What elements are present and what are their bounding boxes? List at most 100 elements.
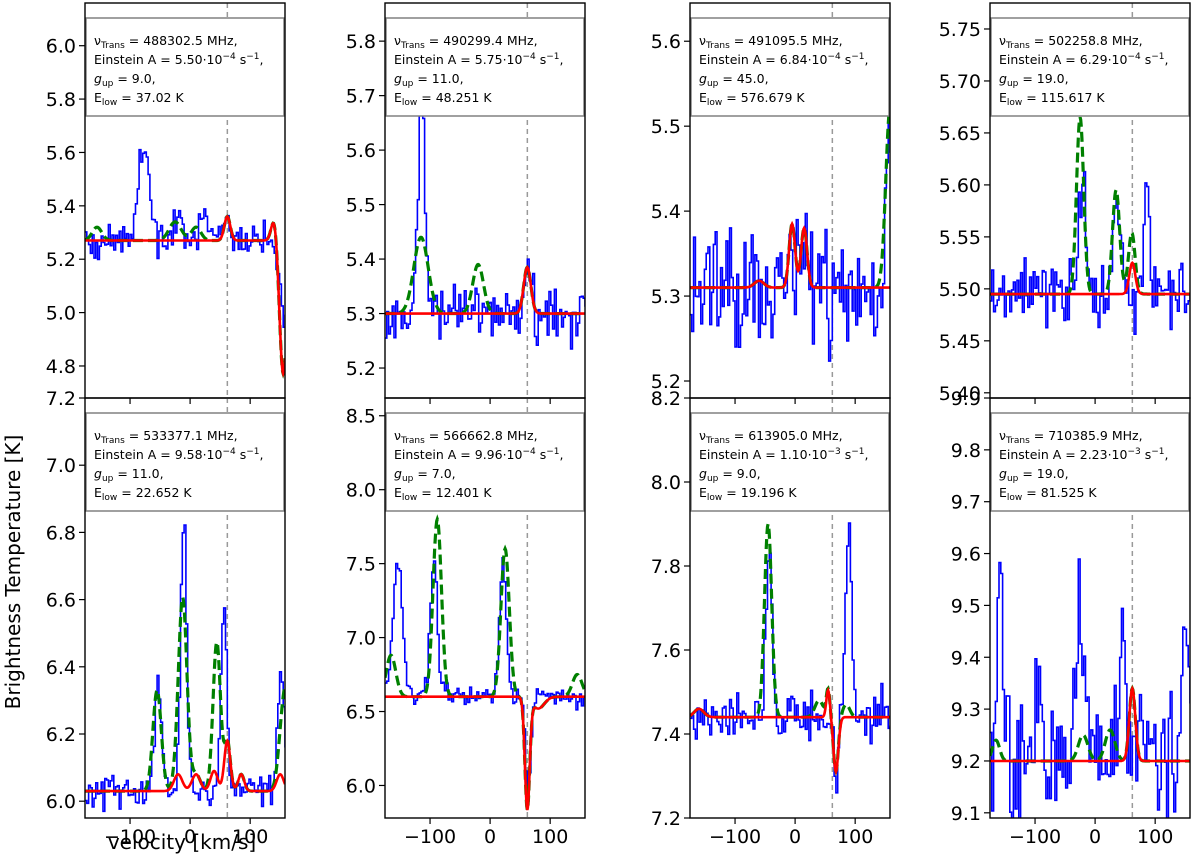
y-tick-label: 5.6 — [651, 31, 681, 53]
panel-1: νTrans​ = 488302.5 MHz,Einstein A = 5.50… — [46, 2, 286, 404]
y-tick-label: 5.60 — [939, 175, 981, 197]
y-tick-label: 5.2 — [46, 249, 76, 271]
transition-info-line: νTrans​ = 488302.5 MHz, — [94, 33, 238, 51]
y-tick-label: 5.3 — [651, 286, 681, 308]
panel-frame — [689, 397, 891, 819]
transition-info-line: Einstein A = 9.58·10−4​ s−1​, — [94, 447, 264, 462]
transition-info-line: gup​ = 11.0, — [394, 71, 464, 89]
observed-spectrum — [85, 524, 285, 813]
y-tick-label: 7.6 — [651, 640, 681, 662]
panel-5: νTrans​ = 533377.1 MHz,Einstein A = 9.58… — [46, 388, 286, 848]
observed-spectrum — [990, 558, 1190, 818]
transition-info-box — [385, 412, 585, 512]
transition-info-line: Einstein A = 5.75·10−4​ s−1​, — [394, 52, 564, 67]
x-tick-label: −100 — [709, 826, 761, 848]
x-tick-label: 0 — [484, 826, 496, 848]
y-tick-label: 5.2 — [346, 358, 376, 380]
y-tick-label: 9.8 — [951, 440, 981, 462]
transition-info-line: νTrans​ = 490299.4 MHz, — [394, 33, 538, 51]
y-tick-label: 5.55 — [939, 227, 981, 249]
full-model-curve — [690, 523, 890, 777]
y-tick-label: 9.4 — [951, 647, 981, 669]
y-tick-label: 5.4 — [46, 196, 76, 218]
transition-info-line: Elow​ = 48.251 K — [394, 90, 492, 108]
transition-info-line: Elow​ = 37.02 K — [94, 90, 184, 108]
y-tick-label: 5.5 — [346, 195, 376, 217]
y-tick-label: 5.4 — [346, 249, 376, 271]
y-tick-label: 5.3 — [346, 304, 376, 326]
y-tick-label: 5.65 — [939, 123, 981, 145]
plot-area — [85, 398, 285, 818]
transition-fit-curve — [690, 220, 890, 289]
x-tick-label: −100 — [404, 826, 456, 848]
transition-info-line: gup​ = 9.0, — [94, 71, 156, 89]
transition-info-box — [690, 412, 890, 512]
transition-fit-curve — [85, 214, 285, 378]
y-tick-label: 6.6 — [46, 590, 76, 612]
y-tick-label: 9.1 — [951, 803, 981, 825]
transition-info-line: νTrans​ = 613905.0 MHz, — [699, 428, 843, 446]
transition-info-line: gup​ = 11.0, — [94, 466, 164, 484]
y-tick-label: 5.6 — [46, 142, 76, 164]
y-tick-label: 6.2 — [46, 724, 76, 746]
y-tick-label: 5.70 — [939, 71, 981, 93]
plot-area — [385, 398, 585, 818]
transition-fit-curve — [990, 261, 1190, 296]
transition-info-line: νTrans​ = 502258.8 MHz, — [999, 33, 1143, 51]
y-tick-label: 5.40 — [939, 383, 981, 405]
transition-fit-curve — [385, 265, 585, 315]
plot-area — [690, 398, 890, 818]
panel-frame — [84, 397, 286, 819]
y-tick-label: 5.50 — [939, 279, 981, 301]
observed-spectrum — [385, 95, 585, 350]
x-tick-label: 0 — [184, 826, 196, 848]
plot-area — [990, 398, 1190, 818]
transition-info-box — [85, 412, 285, 512]
x-tick-label: 0 — [1089, 826, 1101, 848]
x-tick-label: −100 — [1009, 826, 1061, 848]
y-tick-label: 8.2 — [651, 388, 681, 410]
x-axis-label: velocity [km/s] — [108, 830, 256, 854]
observed-spectrum — [385, 557, 585, 802]
transition-info-box — [690, 17, 890, 117]
panel-grid: νTrans​ = 488302.5 MHz,Einstein A = 5.50… — [46, 2, 1191, 848]
y-tick-label: 7.0 — [46, 455, 76, 477]
y-tick-label: 5.7 — [346, 86, 376, 108]
panel-8: νTrans​ = 710385.9 MHz,Einstein A = 2.23… — [951, 388, 1191, 848]
transition-info-line: νTrans​ = 533377.1 MHz, — [94, 428, 238, 446]
y-tick-label: 7.5 — [346, 554, 376, 576]
y-tick-label: 7.2 — [651, 808, 681, 830]
transition-info-box — [990, 412, 1190, 512]
y-tick-label: 6.0 — [46, 36, 76, 58]
y-tick-label: 9.3 — [951, 699, 981, 721]
transition-info-line: Elow​ = 12.401 K — [394, 485, 492, 503]
transition-fit-curve — [990, 685, 1190, 763]
y-tick-label: 5.0 — [46, 303, 76, 325]
transition-info-line: Einstein A = 6.29·10−4​ s−1​, — [999, 52, 1169, 67]
transition-info-box — [385, 17, 585, 117]
x-tick-label: 100 — [837, 826, 873, 848]
transition-info-line: Elow​ = 19.196 K — [699, 485, 797, 503]
x-tick-label: 100 — [232, 826, 268, 848]
y-tick-label: 4.8 — [46, 356, 76, 378]
observed-spectrum — [690, 522, 890, 794]
y-tick-label: 5.8 — [346, 31, 376, 53]
y-tick-label: 5.8 — [46, 89, 76, 111]
transition-info-line: νTrans​ = 491095.5 MHz, — [699, 33, 843, 51]
transition-fit-curve — [385, 695, 585, 811]
y-tick-label: 9.6 — [951, 544, 981, 566]
transition-info-line: Elow​ = 22.652 K — [94, 485, 192, 503]
y-tick-label: 5.5 — [651, 116, 681, 138]
y-tick-label: 6.5 — [346, 702, 376, 724]
panel-4: νTrans​ = 502258.8 MHz,Einstein A = 6.29… — [939, 2, 1191, 405]
transition-info-line: gup​ = 19.0, — [999, 466, 1069, 484]
x-tick-label: 100 — [532, 826, 568, 848]
y-tick-label: 9.9 — [951, 388, 981, 410]
y-tick-label: 7.0 — [346, 628, 376, 650]
y-tick-label: 7.4 — [651, 724, 681, 746]
y-tick-label: 6.8 — [46, 522, 76, 544]
panel-6: νTrans​ = 566662.8 MHz,Einstein A = 9.96… — [346, 397, 586, 848]
transition-info-line: Einstein A = 2.23·10−3​ s−1​, — [999, 447, 1169, 462]
transition-info-line: νTrans​ = 566662.8 MHz, — [394, 428, 538, 446]
